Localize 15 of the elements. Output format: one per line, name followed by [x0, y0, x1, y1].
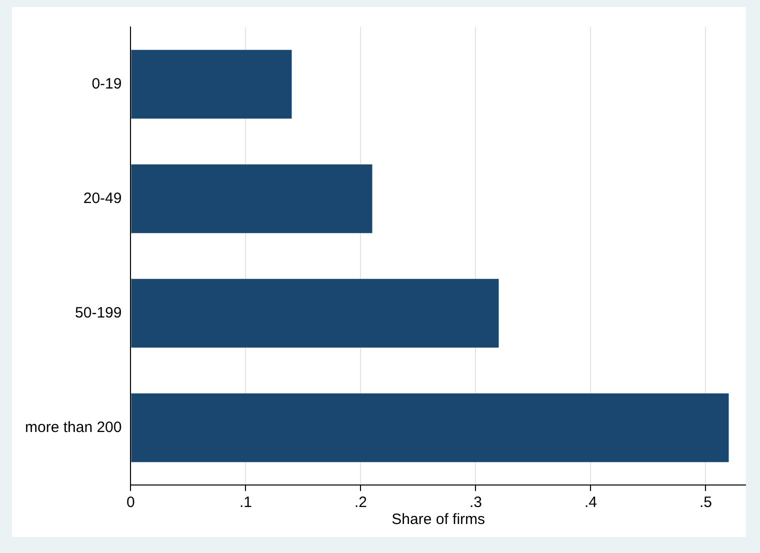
y-tick-label: 0-19: [92, 75, 122, 92]
y-tick-label: 20-49: [83, 190, 122, 207]
bar: [131, 50, 292, 119]
x-tick-label: .4: [584, 494, 598, 512]
x-tick-label: .1: [239, 494, 252, 512]
y-tick-label: 50-199: [75, 304, 122, 322]
bar: [131, 278, 499, 348]
x-tick-label: .3: [469, 494, 482, 512]
y-tick-label: more than 200: [24, 418, 122, 436]
x-axis-title: Share of firms: [392, 511, 486, 528]
x-tick-label: 0: [126, 494, 135, 512]
x-tick-label: .5: [699, 494, 712, 512]
bar: [131, 393, 729, 462]
x-tick-label: .2: [354, 494, 367, 512]
bar: [131, 164, 372, 234]
